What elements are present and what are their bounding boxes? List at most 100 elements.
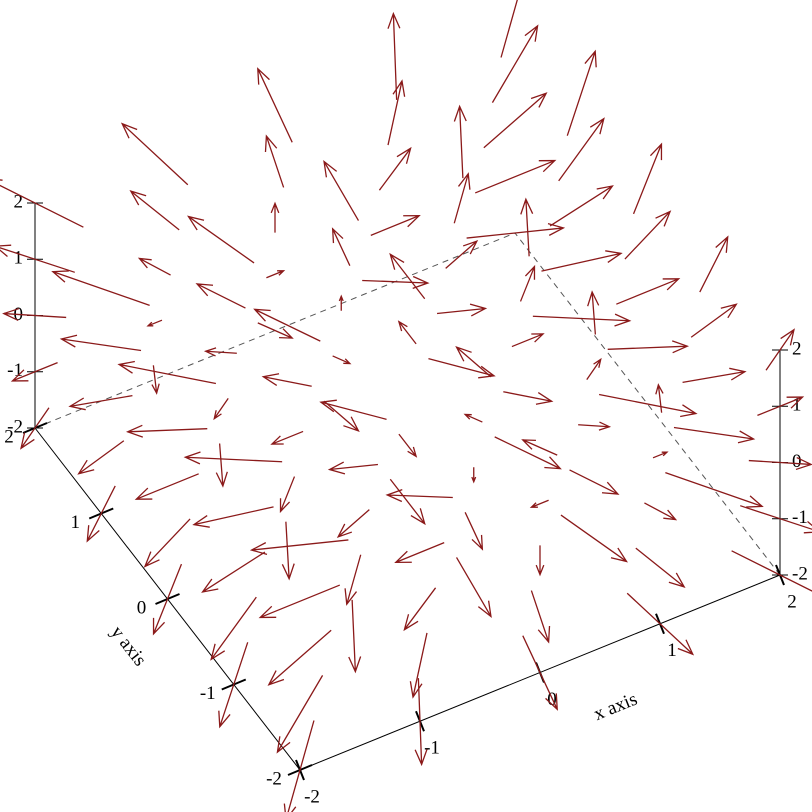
- arrow: [2, 307, 67, 321]
- arrow: [635, 547, 686, 588]
- y-axis-label: y axis: [106, 622, 150, 670]
- arrow: [644, 502, 678, 521]
- arrow: [134, 473, 199, 500]
- arrow: [20, 407, 50, 450]
- arrow: [624, 210, 672, 260]
- arrow: [532, 313, 632, 327]
- arrow: [511, 333, 545, 348]
- arrow: [558, 117, 605, 182]
- arrow: [257, 67, 293, 143]
- arrow: [215, 443, 228, 488]
- y-tick-label: 0: [137, 597, 147, 618]
- arrow: [529, 499, 549, 508]
- arrow: [500, 0, 518, 58]
- arrow: [117, 360, 217, 385]
- arrow: [690, 303, 738, 338]
- arrow: [281, 521, 295, 581]
- arrow: [348, 599, 362, 674]
- arrow: [0, 244, 75, 273]
- arrow: [652, 451, 669, 459]
- arrow: [521, 439, 558, 456]
- arrow: [218, 642, 249, 729]
- arrow: [338, 294, 344, 311]
- arrow: [494, 436, 562, 470]
- arrow: [389, 252, 426, 300]
- y-tick-label: 1: [71, 512, 81, 533]
- arrow: [731, 550, 812, 592]
- arrow: [519, 264, 536, 302]
- arrow: [10, 361, 58, 382]
- arrow: [398, 433, 418, 458]
- arrow: [626, 592, 695, 656]
- arrow: [466, 222, 566, 239]
- arrow: [757, 396, 805, 417]
- z-tick-label: 2: [792, 338, 802, 359]
- arrow: [765, 328, 795, 371]
- arrow: [0, 179, 84, 228]
- z-tick-label: 2: [14, 191, 24, 212]
- arrow: [378, 146, 412, 191]
- arrow: [146, 319, 163, 327]
- arrow: [569, 469, 620, 495]
- y-tick-label: -1: [200, 683, 216, 704]
- arrow: [445, 239, 479, 269]
- arrow: [453, 172, 471, 224]
- arrow: [409, 632, 428, 699]
- arrow: [389, 478, 426, 526]
- arrow: [270, 430, 304, 445]
- arrow: [566, 49, 597, 136]
- arrow: [522, 635, 558, 711]
- x-tick-label: 1: [667, 640, 677, 661]
- arrow: [344, 554, 362, 606]
- z-tick-label: -1: [792, 507, 808, 528]
- arrow: [535, 545, 545, 577]
- arrow: [143, 518, 191, 568]
- arrow: [192, 506, 274, 528]
- x-axis-label: x axis: [591, 689, 640, 725]
- arrow: [370, 214, 421, 236]
- arrow: [201, 551, 266, 593]
- arrow: [503, 391, 554, 405]
- arrow: [673, 426, 756, 444]
- arrow: [203, 347, 237, 357]
- arrow: [682, 367, 747, 383]
- arrow: [385, 489, 453, 503]
- arrow: [387, 11, 401, 100]
- x-tick-label: 2: [787, 591, 797, 612]
- arrow: [332, 355, 352, 365]
- arrow: [587, 290, 600, 335]
- arrow: [210, 596, 257, 661]
- arrow: [276, 675, 324, 754]
- arrow: [283, 720, 315, 812]
- arrow: [474, 159, 557, 194]
- arrow: [187, 215, 255, 264]
- arrow: [560, 514, 628, 563]
- axis-line: [34, 232, 516, 429]
- arrow: [586, 357, 602, 381]
- arrow: [323, 159, 360, 221]
- arrow: [748, 457, 812, 471]
- arrow: [607, 340, 690, 354]
- arrow: [549, 185, 614, 227]
- arrow: [86, 485, 116, 543]
- arrow: [455, 557, 492, 619]
- arrow: [530, 590, 551, 644]
- arrow: [541, 250, 623, 272]
- arrow: [665, 472, 764, 508]
- arrow: [59, 334, 142, 352]
- arrow: [258, 584, 341, 619]
- arrow: [336, 509, 370, 539]
- arrow: [616, 278, 681, 305]
- y-tick-label: 2: [4, 426, 14, 447]
- arrow: [453, 104, 467, 179]
- arrow: [394, 542, 445, 564]
- arrow: [151, 365, 160, 395]
- arrow: [699, 235, 729, 293]
- z-tick-label: 0: [792, 451, 802, 472]
- arrow: [414, 678, 428, 767]
- arrow: [51, 270, 150, 306]
- arrow: [253, 308, 321, 342]
- arrow: [129, 190, 180, 231]
